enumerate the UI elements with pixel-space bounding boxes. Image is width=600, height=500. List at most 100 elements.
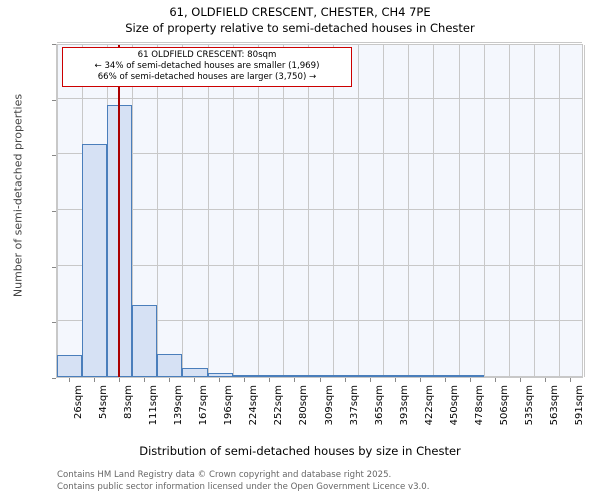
y-tick-mark <box>52 266 56 268</box>
histogram-bar <box>333 375 359 377</box>
x-tick-mark <box>68 378 70 382</box>
y-tick-mark <box>52 44 56 45</box>
gridline-horizontal <box>57 42 582 43</box>
histogram-bar <box>107 104 133 377</box>
gridline-vertical <box>508 45 510 377</box>
x-axis-label: Distribution of semi-detached houses by … <box>139 444 461 458</box>
x-tick-label: 167sqm <box>198 385 210 426</box>
x-tick-label: 337sqm <box>348 385 360 426</box>
x-tick-mark <box>470 378 472 382</box>
histogram-bar <box>282 375 308 377</box>
gridline-horizontal <box>57 209 582 210</box>
x-tick-mark <box>369 378 371 382</box>
x-tick-mark <box>570 378 572 382</box>
y-axis-label: Number of semi-detached properties <box>11 93 25 298</box>
gridline-vertical <box>358 45 360 377</box>
x-tick-label: 422sqm <box>423 385 435 426</box>
footer-line-2: Contains public sector information licen… <box>57 481 430 492</box>
property-annotation-box: 61 OLDFIELD CRESCENT: 80sqm ← 34% of sem… <box>62 47 352 87</box>
gridline-vertical <box>207 45 209 377</box>
gridline-vertical <box>132 45 134 377</box>
x-tick-label: 139sqm <box>172 385 184 426</box>
gridline-vertical <box>408 45 410 377</box>
gridline-vertical <box>157 45 159 377</box>
x-tick-mark <box>219 378 221 382</box>
x-tick-mark <box>143 378 145 382</box>
x-tick-label: 393sqm <box>398 385 410 426</box>
histogram-bar <box>207 373 233 377</box>
gridline-vertical <box>533 45 535 377</box>
x-tick-label: 563sqm <box>549 385 561 426</box>
gridline-vertical <box>307 45 309 377</box>
histogram-bar <box>157 353 183 377</box>
x-tick-mark <box>244 378 246 382</box>
y-tick-mark <box>52 322 56 324</box>
x-tick-label: 83sqm <box>122 385 134 420</box>
x-tick-mark <box>520 378 522 382</box>
gridline-vertical <box>333 45 335 377</box>
gridline-vertical <box>558 45 560 377</box>
x-tick-mark <box>419 378 421 382</box>
histogram-bar <box>57 355 83 377</box>
gridline-vertical <box>182 45 184 377</box>
gridline-vertical <box>232 45 234 377</box>
x-tick-label: 224sqm <box>248 385 260 426</box>
annotation-line-2: ← 34% of semi-detached houses are smalle… <box>94 61 320 71</box>
histogram-bar <box>358 375 384 377</box>
gridline-vertical <box>433 45 435 377</box>
gridline-vertical <box>458 45 460 377</box>
x-tick-label: 54sqm <box>97 385 109 420</box>
footer-line-1: Contains HM Land Registry data © Crown c… <box>57 470 392 480</box>
x-tick-label: 26sqm <box>72 385 84 420</box>
gridline-vertical <box>57 45 58 377</box>
page-title: 61, OLDFIELD CRESCENT, CHESTER, CH4 7PE <box>169 5 431 19</box>
x-tick-mark <box>344 378 346 382</box>
plot-area <box>56 42 585 378</box>
histogram-bar <box>257 375 283 377</box>
x-tick-label: 535sqm <box>524 385 536 426</box>
x-tick-mark <box>319 378 321 382</box>
gridline-horizontal <box>57 264 582 266</box>
histogram-bar <box>307 375 334 377</box>
gridline-vertical <box>383 45 385 377</box>
property-marker-line <box>117 45 120 377</box>
x-tick-mark <box>444 378 446 382</box>
x-tick-mark <box>545 378 547 382</box>
x-tick-label: 478sqm <box>474 385 486 426</box>
x-tick-label: 450sqm <box>448 385 460 426</box>
x-tick-label: 309sqm <box>323 385 335 426</box>
histogram-bar <box>182 368 208 377</box>
y-tick-mark <box>52 155 56 157</box>
x-tick-mark <box>394 378 396 382</box>
histogram-bar <box>232 374 258 377</box>
y-tick-mark <box>52 378 56 379</box>
x-tick-mark <box>118 378 120 382</box>
gridline-vertical <box>282 45 284 377</box>
x-tick-label: 280sqm <box>298 385 310 426</box>
gridline-horizontal <box>57 153 582 155</box>
x-tick-mark <box>269 378 271 382</box>
histogram-bar <box>132 304 158 377</box>
x-tick-label: 506sqm <box>499 385 511 426</box>
gridline-horizontal <box>57 97 582 99</box>
histogram-bar <box>433 375 459 377</box>
y-tick-mark <box>52 99 56 101</box>
annotation-line-1: 61 OLDFIELD CRESCENT: 80sqm <box>137 50 277 60</box>
y-tick-mark <box>52 211 56 212</box>
x-tick-mark <box>194 378 196 382</box>
x-tick-label: 196sqm <box>223 385 235 426</box>
gridline-vertical <box>483 45 485 377</box>
footer-attribution: Contains HM Land Registry data © Crown c… <box>57 470 429 493</box>
histogram-bar <box>408 375 434 377</box>
histogram-bar <box>82 144 108 377</box>
gridline-vertical <box>257 45 259 377</box>
x-tick-mark <box>495 378 497 382</box>
histogram-bar <box>458 375 484 377</box>
x-tick-mark <box>168 378 170 382</box>
x-tick-mark <box>93 378 95 382</box>
annotation-line-3: 66% of semi-detached houses are larger (… <box>97 72 317 82</box>
x-tick-label: 591sqm <box>574 385 586 426</box>
gridline-horizontal <box>57 320 582 322</box>
x-tick-label: 111sqm <box>147 385 159 426</box>
